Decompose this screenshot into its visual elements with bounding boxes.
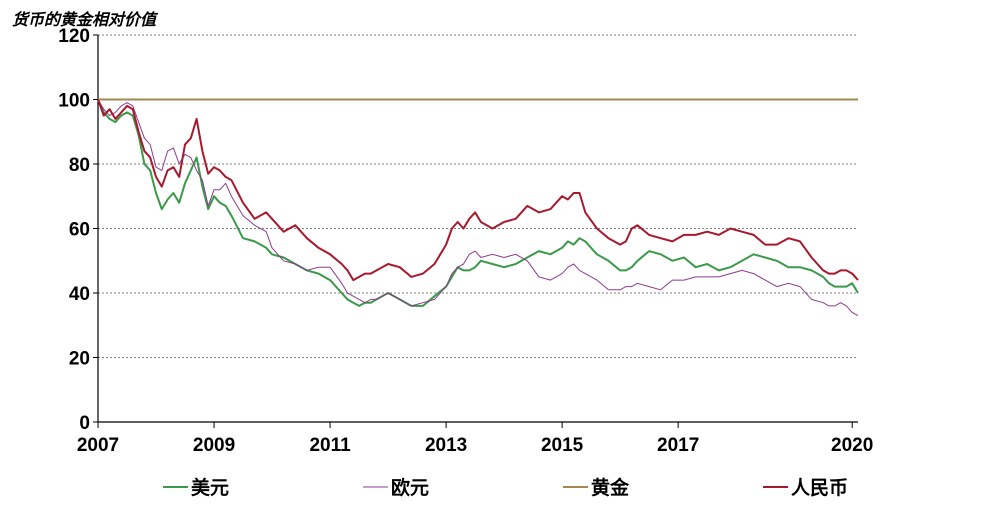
x-tick-label: 2007 (77, 435, 119, 456)
series-line-4 (97, 99, 859, 282)
x-tick-label: 2011 (309, 435, 351, 456)
series-line-1 (97, 99, 859, 307)
x-tick-label: 2015 (541, 435, 584, 456)
y-tick-label: 0 (79, 413, 90, 434)
chart-title: 货币的黄金相对价值 (12, 10, 157, 29)
x-tick-label: 2009 (193, 435, 235, 456)
x-tick-label: 2013 (425, 435, 467, 456)
y-tick-label: 60 (69, 220, 90, 241)
y-tick-label: 20 (69, 349, 90, 370)
legend-label-4: 人民币 (791, 477, 848, 499)
y-tick-label: 100 (58, 91, 90, 112)
y-tick-label: 40 (69, 284, 90, 305)
x-tick-label: 2017 (657, 435, 699, 456)
legend-label-1: 美元 (191, 476, 229, 499)
y-tick-label: 120 (58, 26, 90, 47)
y-tick-label: 80 (69, 155, 90, 176)
series-line-2 (97, 99, 859, 317)
x-tick-label: 2020 (831, 435, 873, 456)
legend-label-2: 欧元 (391, 476, 429, 499)
legend-label-3: 黄金 (591, 476, 630, 499)
